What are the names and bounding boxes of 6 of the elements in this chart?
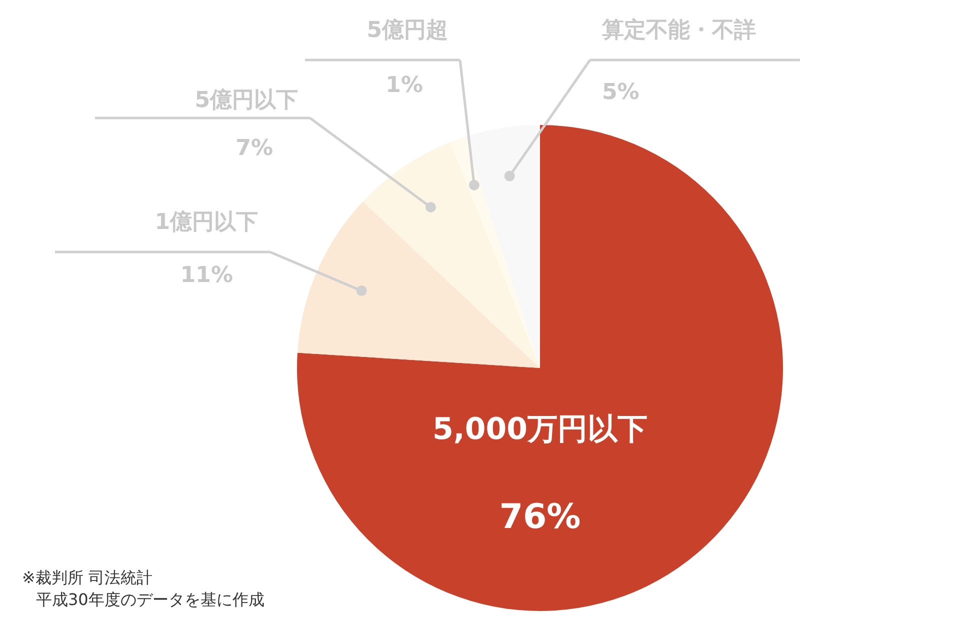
slice-label: 5,000万円以下 [432, 412, 648, 447]
text: ※裁判所 司法統計 [22, 568, 152, 587]
pie-slice [297, 202, 540, 368]
text: 平成30年度のデータを基に作成 [36, 590, 264, 609]
pie-slice [297, 125, 783, 611]
data-label: 76% [499, 497, 581, 537]
